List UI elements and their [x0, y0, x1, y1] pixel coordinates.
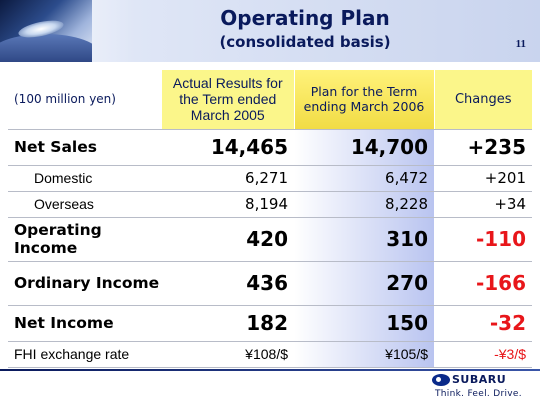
row-label: Net Income [8, 305, 162, 342]
brand-tagline: Think. Feel. Drive. [435, 389, 522, 399]
table-row-operating-income: Operating Income 420 310 -110 [8, 217, 532, 262]
car-headlight-image [0, 0, 92, 62]
subaru-logo: SUBARU Think. Feel. Drive. [432, 373, 528, 403]
brand-name: SUBARU [452, 373, 507, 386]
plan-value: 14,700 [294, 129, 434, 166]
table-row-exchange-rate: FHI exchange rate ¥108/$ ¥105/$ -¥3/$ [8, 341, 532, 368]
column-header-actual: Actual Results for the Term ended March … [162, 70, 294, 130]
table-row-net-sales: Net Sales 14,465 14,700 +235 [8, 129, 532, 166]
table-row-net-income: Net Income 182 150 -32 [8, 305, 532, 342]
change-value: +34 [434, 191, 532, 218]
footer-divider [0, 369, 540, 371]
plan-value: 270 [294, 261, 434, 306]
actual-value: 8,194 [162, 191, 294, 218]
slide-header: Operating Plan (consolidated basis) 11 [0, 0, 540, 62]
column-header-plan: Plan for the Term ending March 2006 [293, 70, 434, 130]
pleiades-icon [432, 374, 450, 386]
row-label: Ordinary Income [8, 261, 162, 306]
page-title: Operating Plan [220, 6, 390, 30]
actual-value: 420 [162, 217, 294, 262]
change-value: +201 [434, 165, 532, 192]
unit-label: (100 million yen) [8, 70, 162, 130]
change-value: +235 [434, 129, 532, 166]
actual-value: 436 [162, 261, 294, 306]
actual-value: 182 [162, 305, 294, 342]
change-value: -¥3/$ [434, 341, 532, 368]
table-row-domestic: Domestic 6,271 6,472 +201 [8, 165, 532, 192]
plan-value: 8,228 [294, 191, 434, 218]
actual-value: 14,465 [162, 129, 294, 166]
change-value: -32 [434, 305, 532, 342]
row-label: Net Sales [8, 129, 162, 166]
change-value: -166 [434, 261, 532, 306]
plan-value: ¥105/$ [294, 341, 434, 368]
row-label: Operating Income [8, 217, 162, 262]
operating-plan-table: (100 million yen) Actual Results for the… [8, 70, 532, 368]
page-subtitle: (consolidated basis) [219, 33, 391, 51]
actual-value: ¥108/$ [162, 341, 294, 368]
plan-value: 310 [294, 217, 434, 262]
car-body-shape [0, 34, 92, 62]
column-header-changes: Changes [433, 70, 532, 130]
table-row-overseas: Overseas 8,194 8,228 +34 [8, 191, 532, 218]
page-number: 11 [515, 38, 526, 50]
plan-value: 150 [294, 305, 434, 342]
table-row-ordinary-income: Ordinary Income 436 270 -166 [8, 261, 532, 306]
table-header-row: (100 million yen) Actual Results for the… [8, 70, 532, 130]
row-label: Overseas [8, 191, 162, 218]
row-label: Domestic [8, 165, 162, 192]
plan-value: 6,472 [294, 165, 434, 192]
change-value: -110 [434, 217, 532, 262]
row-label: FHI exchange rate [8, 341, 162, 368]
actual-value: 6,271 [162, 165, 294, 192]
